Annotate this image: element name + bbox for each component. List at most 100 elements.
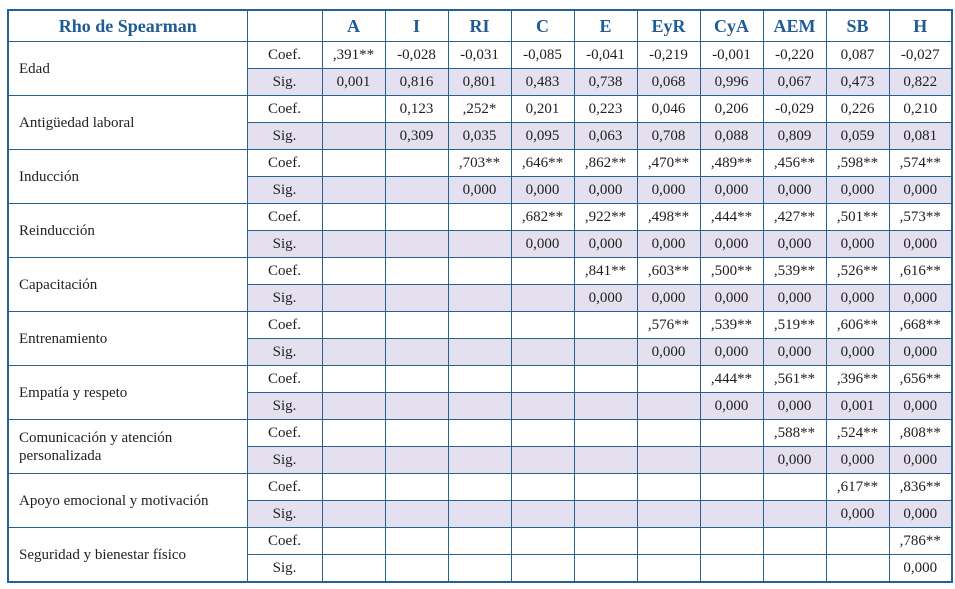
coef-cell — [384, 257, 449, 285]
coef-cell: -0,219 — [636, 41, 701, 69]
column-header-SB: SB — [825, 9, 890, 42]
coef-cell: ,703** — [447, 149, 512, 177]
sig-measure-label: Sig. — [246, 284, 323, 312]
sig-cell: 0,081 — [888, 122, 953, 150]
coef-cell — [636, 419, 701, 447]
sig-cell: 0,067 — [762, 68, 827, 96]
coef-cell: -0,028 — [384, 41, 449, 69]
sig-cell: 0,000 — [573, 230, 638, 258]
sig-cell — [447, 338, 512, 366]
coef-row: Entrenamiento Coef. ,576** ,539** ,519** ,606… — [7, 311, 953, 366]
sig-cell: 0,000 — [825, 500, 890, 528]
header-row: Rho de Spearman A I RI C E EyR CyA AEM SB H — [7, 9, 953, 42]
column-header-H: H — [888, 9, 953, 42]
column-header-CyA: CyA — [699, 9, 764, 42]
sig-cell — [762, 554, 827, 583]
coef-cell: ,808** — [888, 419, 953, 447]
coef-cell — [321, 149, 386, 177]
coef-measure-label: Coef. — [246, 473, 323, 501]
coef-cell — [699, 419, 764, 447]
sig-cell: 0,035 — [447, 122, 512, 150]
coef-cell — [573, 419, 638, 447]
sig-cell — [384, 554, 449, 583]
sig-cell: 0,000 — [762, 338, 827, 366]
sig-cell: 0,000 — [762, 392, 827, 420]
column-header-C: C — [510, 9, 575, 42]
sig-cell: 0,473 — [825, 68, 890, 96]
sig-measure-label: Sig. — [246, 176, 323, 204]
sig-cell: 0,000 — [825, 284, 890, 312]
sig-row: Sig. 0,000 0,000 0,000 — [8, 446, 953, 474]
coef-cell: -0,029 — [762, 95, 827, 123]
row-label: Reinducción — [7, 203, 248, 258]
coef-cell: -0,001 — [699, 41, 764, 69]
coef-cell — [321, 311, 386, 339]
sig-cell: 0,000 — [510, 230, 575, 258]
coef-measure-label: Coef. — [246, 95, 323, 123]
coef-measure-label: Coef. — [246, 419, 323, 447]
coef-cell: ,922** — [573, 203, 638, 231]
coef-measure-label: Coef. — [246, 203, 323, 231]
sig-row: Sig. 0,000 0,000 0,000 0,000 0,000 0,000 — [8, 284, 953, 312]
sig-cell: 0,063 — [573, 122, 638, 150]
coef-row: Apoyo emocional y motivación Coef. ,617**,… — [7, 473, 953, 528]
sig-cell: 0,801 — [447, 68, 512, 96]
sig-measure-label: Sig. — [246, 122, 323, 150]
coef-measure-label: Coef. — [246, 41, 323, 69]
sig-cell: 0,000 — [762, 230, 827, 258]
sig-cell: 0,000 — [510, 176, 575, 204]
coef-cell: -0,220 — [762, 41, 827, 69]
coef-measure-label: Coef. — [246, 311, 323, 339]
sig-cell: 0,001 — [825, 392, 890, 420]
sig-cell: 0,000 — [825, 446, 890, 474]
coef-cell — [447, 473, 512, 501]
column-header-A: A — [321, 9, 386, 42]
sig-cell — [321, 230, 386, 258]
coef-cell: 0,087 — [825, 41, 890, 69]
coef-cell — [510, 365, 575, 393]
coef-cell: ,841** — [573, 257, 638, 285]
sig-cell — [321, 122, 386, 150]
sig-cell: 0,000 — [573, 176, 638, 204]
sig-cell — [447, 284, 512, 312]
coef-cell — [825, 527, 890, 555]
coef-row: Edad Coef. ,391** -0,028 -0,031 -0,085 -0,041-… — [7, 41, 953, 96]
sig-cell: 0,483 — [510, 68, 575, 96]
sig-cell — [447, 500, 512, 528]
coef-cell: 0,046 — [636, 95, 701, 123]
sig-cell — [636, 446, 701, 474]
sig-cell — [321, 284, 386, 312]
coef-cell: 0,226 — [825, 95, 890, 123]
coef-cell: 0,210 — [888, 95, 953, 123]
sig-cell — [699, 446, 764, 474]
coef-cell: ,617** — [825, 473, 890, 501]
sig-row: Sig. 0,000 — [8, 554, 953, 583]
coef-cell: 0,206 — [699, 95, 764, 123]
coef-cell — [321, 473, 386, 501]
coef-cell: ,588** — [762, 419, 827, 447]
row-label: Apoyo emocional y motivación — [7, 473, 248, 528]
sig-row: Sig. 0,000 0,000 0,000 0,000 0,000 0,000 0,000 0… — [8, 176, 953, 204]
coef-cell: ,573** — [888, 203, 953, 231]
sig-cell — [321, 392, 386, 420]
sig-row: Sig. 0,000 0,000 0,000 0,000 0,000 0,000 0,000 — [8, 230, 953, 258]
sig-cell: 0,708 — [636, 122, 701, 150]
sig-cell: 0,001 — [321, 68, 386, 96]
coef-cell — [321, 527, 386, 555]
coef-cell — [762, 527, 827, 555]
coef-measure-label: Coef. — [246, 527, 323, 555]
sig-cell: 0,000 — [699, 392, 764, 420]
coef-cell: 0,223 — [573, 95, 638, 123]
coef-cell: -0,085 — [510, 41, 575, 69]
coef-cell: ,668** — [888, 311, 953, 339]
sig-cell: 0,068 — [636, 68, 701, 96]
sig-row: Sig. 0,000 0,000 — [8, 500, 953, 528]
sig-cell — [762, 500, 827, 528]
sig-cell: 0,088 — [699, 122, 764, 150]
coef-cell — [636, 473, 701, 501]
coef-cell: 0,201 — [510, 95, 575, 123]
coef-cell: ,561** — [762, 365, 827, 393]
sig-measure-label: Sig. — [246, 392, 323, 420]
sig-cell — [447, 446, 512, 474]
sig-cell — [573, 392, 638, 420]
